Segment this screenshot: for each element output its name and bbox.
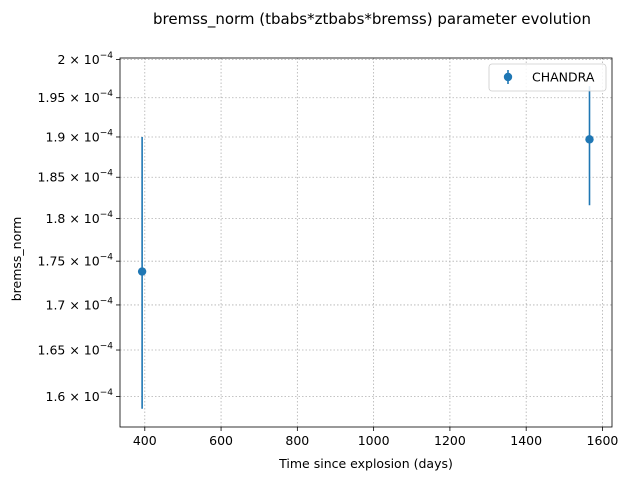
y-tick-label: 1.75 × 10−4	[38, 253, 114, 269]
y-tick-exponent: −4	[100, 89, 114, 99]
y-tick-exponent: −4	[100, 388, 114, 398]
y-tick-mantissa: 1.95 × 10	[38, 90, 100, 105]
x-tick-label: 1400	[510, 433, 542, 448]
y-tick-mantissa: 2 × 10	[57, 52, 99, 67]
y-tick-exponent: −4	[100, 210, 114, 220]
y-tick-mantissa: 1.75 × 10	[38, 254, 100, 269]
y-tick-label: 1.6 × 10−4	[46, 388, 114, 404]
y-tick-label: 1.9 × 10−4	[46, 128, 114, 144]
y-tick-exponent: −4	[100, 51, 114, 61]
legend-marker	[503, 72, 513, 82]
y-tick-exponent: −4	[100, 296, 114, 306]
y-tick-label: 1.95 × 10−4	[38, 89, 114, 105]
y-tick-label: 1.7 × 10−4	[46, 296, 114, 312]
x-axis-label: Time since explosion (days)	[278, 456, 453, 471]
x-tick-label: 1200	[434, 433, 466, 448]
y-tick-mantissa: 1.9 × 10	[46, 129, 100, 144]
chart-title: bremss_norm (tbabs*ztbabs*bremss) parame…	[153, 10, 591, 29]
y-tick-mantissa: 1.85 × 10	[38, 170, 100, 185]
y-tick-exponent: −4	[100, 128, 114, 138]
y-axis-ticks: 1.6 × 10−41.65 × 10−41.7 × 10−41.75 × 10…	[38, 51, 120, 404]
x-tick-label: 1600	[587, 433, 619, 448]
plot-frame	[119, 57, 613, 428]
grid	[120, 58, 612, 427]
y-tick-exponent: −4	[100, 342, 114, 352]
y-tick-mantissa: 1.8 × 10	[46, 211, 100, 226]
data-point	[137, 267, 147, 276]
x-tick-label: 800	[285, 433, 309, 448]
y-tick-label: 1.85 × 10−4	[38, 169, 114, 185]
legend-label: CHANDRA	[532, 70, 595, 85]
y-tick-exponent: −4	[100, 169, 114, 179]
y-tick-mantissa: 1.6 × 10	[46, 389, 100, 404]
x-tick-label: 600	[209, 433, 233, 448]
x-tick-label: 400	[133, 433, 157, 448]
y-tick-label: 2 × 10−4	[57, 51, 113, 67]
y-tick-exponent: −4	[100, 253, 114, 263]
y-tick-label: 1.8 × 10−4	[46, 210, 114, 226]
y-tick-mantissa: 1.65 × 10	[38, 343, 100, 358]
data-point	[585, 135, 594, 144]
legend-box	[488, 63, 607, 92]
y-tick-label: 1.65 × 10−4	[38, 342, 114, 358]
y-tick-mantissa: 1.7 × 10	[46, 297, 100, 312]
x-tick-label: 1000	[358, 433, 390, 448]
y-axis-label: bremss_norm	[9, 217, 24, 302]
data-marks	[137, 86, 594, 409]
legend: CHANDRA	[488, 63, 607, 92]
x-axis-ticks: 400 600 800 1000 1200 1400 1600	[133, 427, 619, 448]
